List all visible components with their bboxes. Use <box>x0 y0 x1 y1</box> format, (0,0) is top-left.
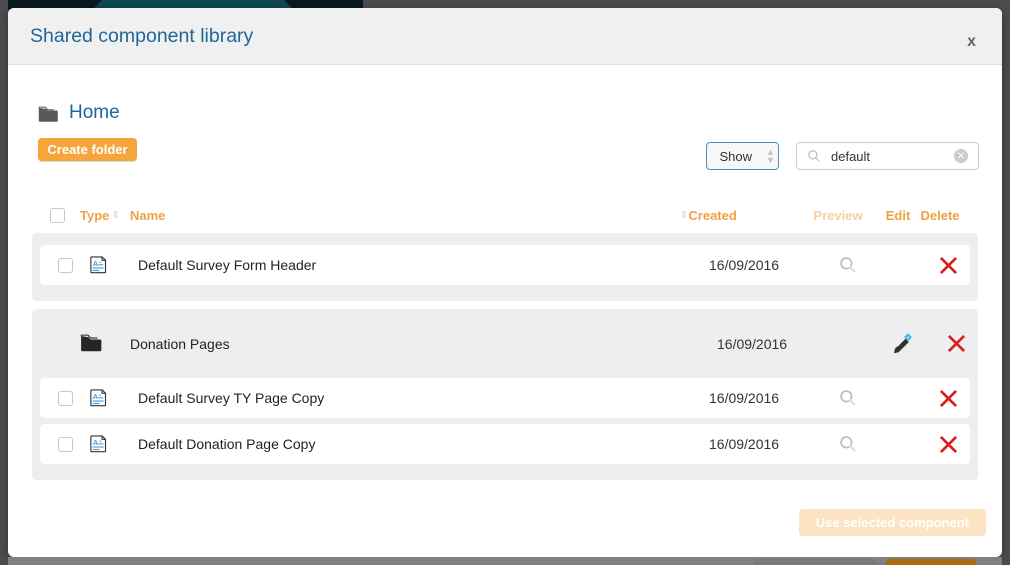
svg-text:A: A <box>93 438 99 447</box>
svg-text:A: A <box>93 259 99 268</box>
svg-text:A: A <box>93 392 99 401</box>
